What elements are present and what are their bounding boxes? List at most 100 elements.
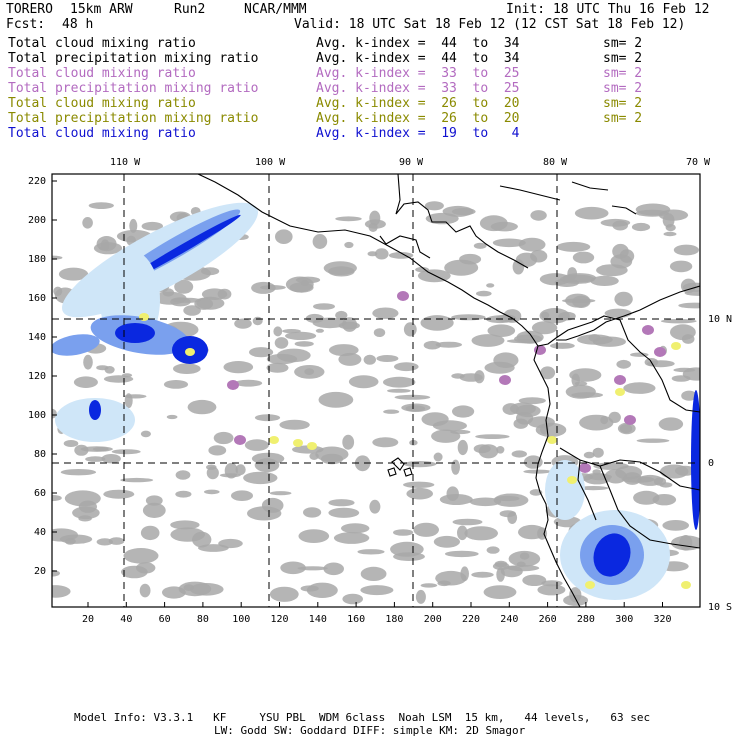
gray-cloud-patch — [140, 430, 151, 438]
legend-avg-kindex: Avg. k-index = 19 to 4 — [316, 126, 520, 141]
gray-cloud-patch — [487, 324, 516, 338]
x-tick-label: 320 — [653, 614, 672, 625]
gray-cloud-patch — [671, 375, 691, 382]
gray-cloud-patch — [234, 379, 263, 387]
gray-cloud-patch — [269, 586, 299, 602]
gray-cloud-patch — [571, 373, 580, 387]
gray-cloud-patch — [323, 562, 345, 576]
gray-cloud-patch — [452, 208, 476, 216]
latitude-label: 10 S — [708, 602, 733, 613]
gray-cloud-patch — [315, 446, 349, 462]
yellow-patch — [139, 313, 149, 321]
gray-cloud-patch — [276, 348, 311, 363]
purple-patch — [642, 325, 654, 335]
y-tick-label: 80 — [34, 449, 47, 460]
physics-info-line: LW: Godd SW: Goddard DIFF: simple KM: 2D… — [214, 724, 526, 737]
gray-cloud-patch — [559, 274, 595, 284]
gray-cloud-patch — [459, 373, 483, 382]
gray-cloud-patch — [540, 366, 556, 380]
y-tick-label: 20 — [34, 566, 47, 577]
gray-cloud-patch — [388, 252, 414, 259]
gray-cloud-patch — [145, 495, 163, 506]
gray-cloud-patch — [129, 218, 138, 233]
legend-avg-kindex: Avg. k-index = 44 to 34 — [316, 36, 520, 51]
legend-row: Total precipitation mixing ratio Avg. k-i… — [8, 81, 728, 96]
gray-cloud-patch — [471, 334, 505, 347]
legend-field: Total cloud mixing ratio — [8, 96, 196, 111]
gray-cloud-patch — [492, 238, 526, 248]
gray-cloud-patch — [663, 231, 677, 237]
gray-cloud-patch — [457, 439, 468, 456]
yellow-patch — [293, 439, 303, 447]
x-tick-label: 20 — [82, 614, 95, 625]
gray-cloud-patch — [403, 322, 417, 337]
gray-cloud-patch — [183, 305, 201, 316]
x-tick-label: 300 — [615, 614, 634, 625]
gray-cloud-patch — [433, 452, 443, 462]
gray-cloud-patch — [415, 589, 426, 604]
y-tick-label: 200 — [28, 215, 47, 226]
y-tick-label: 40 — [34, 527, 47, 538]
gray-cloud-patch — [354, 455, 371, 472]
gray-cloud-patch — [420, 315, 454, 331]
gray-cloud-patch — [224, 462, 238, 479]
gray-cloud-patch — [435, 341, 462, 348]
gray-cloud-patch — [213, 431, 234, 445]
x-tick-label: 140 — [308, 614, 327, 625]
longitude-label: 90 W — [399, 157, 424, 168]
x-tick-label: 100 — [232, 614, 251, 625]
gray-cloud-patch — [78, 515, 92, 522]
gray-cloud-patch — [464, 526, 499, 541]
gray-cloud-patch — [670, 324, 696, 341]
gray-cloud-patch — [452, 405, 475, 418]
gray-cloud-patch — [341, 523, 370, 534]
gray-cloud-patch — [413, 522, 440, 537]
light-blue-band — [545, 460, 585, 520]
gray-cloud-patch — [173, 363, 201, 375]
legend-field: Total cloud mixing ratio — [8, 66, 196, 81]
gray-cloud-patch — [367, 251, 378, 257]
gray-cloud-patch — [507, 511, 518, 524]
gray-cloud-patch — [312, 234, 328, 249]
gray-cloud-patch — [673, 367, 696, 373]
gray-cloud-patch — [473, 242, 487, 249]
gray-cloud-patch — [681, 390, 697, 401]
purple-patch — [234, 435, 246, 445]
gray-cloud-patch — [123, 548, 159, 564]
gray-cloud-patch — [103, 489, 135, 499]
gray-cloud-patch — [479, 215, 508, 232]
gray-cloud-patch — [363, 354, 376, 365]
gray-cloud-patch — [274, 337, 289, 349]
gray-cloud-patch — [294, 365, 325, 379]
longitude-label: 100 W — [255, 157, 286, 168]
gray-cloud-patch — [111, 449, 141, 455]
precip-layer — [52, 202, 700, 600]
purple-patch — [579, 463, 591, 473]
gray-cloud-patch — [475, 434, 510, 439]
gray-cloud-patch — [104, 366, 115, 374]
legend-smoothing: sm= 2 — [603, 36, 643, 51]
gray-cloud-patch — [452, 518, 483, 526]
gray-cloud-patch — [421, 412, 449, 427]
gray-cloud-patch — [486, 283, 495, 288]
legend-row: Total cloud mixing ratio Avg. k-index = 1… — [8, 126, 728, 141]
gray-cloud-patch — [435, 570, 467, 586]
gray-cloud-patch — [338, 321, 360, 330]
legend-field: Total precipitation mixing ratio — [8, 111, 259, 126]
gray-cloud-patch — [60, 469, 97, 476]
gray-cloud-patch — [522, 574, 547, 586]
gray-cloud-patch — [500, 565, 523, 578]
purple-patch — [624, 415, 636, 425]
gray-cloud-patch — [516, 330, 544, 344]
y-tick-label: 100 — [28, 410, 47, 421]
gray-cloud-patch — [631, 222, 651, 232]
gray-cloud-patch — [194, 297, 214, 310]
gray-cloud-patch — [653, 477, 667, 486]
gray-cloud-patch — [178, 581, 212, 597]
gray-cloud-patch — [121, 373, 133, 378]
gray-cloud-patch — [328, 507, 360, 518]
gray-cloud-patch — [372, 437, 399, 448]
legend-avg-kindex: Avg. k-index = 26 to 20 — [316, 111, 520, 126]
gray-cloud-patch — [669, 260, 693, 273]
